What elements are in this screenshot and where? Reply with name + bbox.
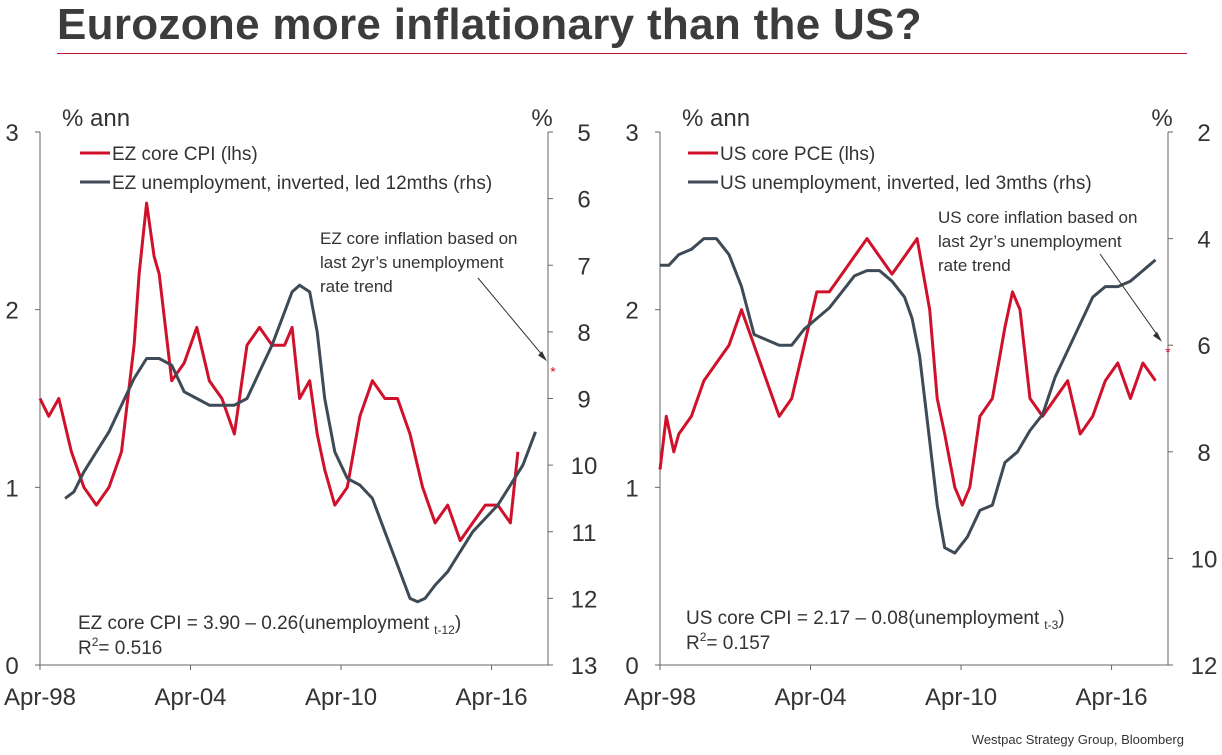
left-tick-label: 2 bbox=[5, 298, 18, 325]
forecast-marker: * bbox=[550, 363, 556, 379]
series-line-core-inflation bbox=[38, 201, 520, 543]
r-squared-sup: 2 bbox=[700, 630, 707, 644]
series-line-core-inflation bbox=[658, 237, 1157, 507]
regression-lag: t-12 bbox=[434, 623, 455, 637]
right-tick-label: 9 bbox=[577, 387, 590, 414]
right-tick-label: 7 bbox=[577, 253, 590, 280]
annotation-arrowhead bbox=[538, 351, 548, 362]
left-axis-unit: % ann bbox=[682, 105, 750, 132]
annotation-arrow bbox=[477, 277, 546, 359]
right-tick-label: 8 bbox=[577, 320, 590, 347]
r-squared-label: R bbox=[686, 633, 700, 654]
regression-equation: US core CPI = 2.17 – 0.08(unemployment t-… bbox=[686, 608, 1065, 632]
annotation-text: rate trend bbox=[320, 277, 393, 296]
regression-close: ) bbox=[455, 613, 461, 634]
annotation-text: last 2yr’s unemployment bbox=[320, 253, 504, 272]
right-axis-unit: % bbox=[531, 105, 552, 132]
right-tick-label: 6 bbox=[577, 187, 590, 214]
r-squared: R2= 0.516 bbox=[78, 635, 162, 659]
legend-label: EZ unemployment, inverted, led 12mths (r… bbox=[112, 173, 492, 194]
title-rule bbox=[57, 53, 1187, 54]
r-squared-label: R bbox=[78, 638, 92, 659]
right-tick-label: 12 bbox=[571, 586, 598, 613]
left-tick-label: 2 bbox=[625, 298, 638, 325]
right-tick-label: 8 bbox=[1197, 440, 1210, 467]
source-note: Westpac Strategy Group, Bloomberg bbox=[971, 732, 1184, 747]
annotation-text: EZ core inflation based on bbox=[320, 229, 518, 248]
r-squared-sup: 2 bbox=[92, 635, 99, 649]
r-squared-value: = 0.516 bbox=[98, 638, 162, 659]
left-axis-unit: % ann bbox=[62, 105, 130, 132]
regression-close: ) bbox=[1058, 608, 1064, 629]
right-tick-label: 10 bbox=[1191, 546, 1218, 573]
regression-equation: EZ core CPI = 3.90 – 0.26(unemployment t-… bbox=[78, 613, 461, 637]
regression-main: US core CPI = 2.17 – 0.08(unemployment bbox=[686, 608, 1040, 629]
legend-label: EZ core CPI (lhs) bbox=[112, 144, 258, 165]
x-tick-label: Apr-10 bbox=[925, 684, 997, 711]
annotation-text: last 2yr’s unemployment bbox=[938, 232, 1122, 251]
annotation-text: rate trend bbox=[938, 256, 1011, 275]
annotation-arrowhead bbox=[1153, 331, 1162, 342]
annotation-text: US core inflation based on bbox=[938, 208, 1137, 227]
left-tick-label: 1 bbox=[625, 475, 638, 502]
x-tick-label: Apr-16 bbox=[456, 684, 528, 711]
right-tick-label: 4 bbox=[1197, 227, 1210, 254]
left-tick-label: 3 bbox=[5, 120, 18, 147]
x-tick-label: Apr-16 bbox=[1076, 684, 1148, 711]
x-tick-label: Apr-10 bbox=[305, 684, 377, 711]
left-tick-label: 0 bbox=[625, 653, 638, 680]
x-tick-label: Apr-98 bbox=[624, 684, 696, 711]
x-tick-label: Apr-98 bbox=[4, 684, 76, 711]
right-tick-label: 10 bbox=[571, 453, 598, 480]
r-squared-value: = 0.157 bbox=[706, 633, 770, 654]
left-tick-label: 3 bbox=[625, 120, 638, 147]
regression-main: EZ core CPI = 3.90 – 0.26(unemployment bbox=[78, 613, 430, 634]
series-line-unemployment-inverted bbox=[660, 237, 1157, 555]
right-tick-label: 2 bbox=[1197, 120, 1210, 147]
legend-label: US core PCE (lhs) bbox=[720, 144, 875, 165]
right-tick-label: 6 bbox=[1197, 333, 1210, 360]
right-tick-label: 5 bbox=[577, 120, 590, 147]
x-tick-label: Apr-04 bbox=[774, 684, 846, 711]
x-tick-label: Apr-04 bbox=[154, 684, 226, 711]
legend-label: US unemployment, inverted, led 3mths (rh… bbox=[720, 173, 1092, 194]
series-line-unemployment-inverted bbox=[64, 283, 537, 604]
forecast-marker: * bbox=[1165, 344, 1171, 360]
right-tick-label: 12 bbox=[1191, 653, 1218, 680]
r-squared: R2= 0.157 bbox=[686, 630, 770, 654]
left-tick-label: 1 bbox=[5, 475, 18, 502]
page-title: Eurozone more inflationary than the US? bbox=[57, 0, 922, 49]
annotation-arrow bbox=[1099, 253, 1161, 340]
regression-lag: t-3 bbox=[1044, 618, 1058, 632]
right-tick-label: 11 bbox=[572, 520, 597, 547]
right-tick-label: 13 bbox=[571, 653, 598, 680]
right-axis-unit: % bbox=[1151, 105, 1172, 132]
left-tick-label: 0 bbox=[5, 653, 18, 680]
